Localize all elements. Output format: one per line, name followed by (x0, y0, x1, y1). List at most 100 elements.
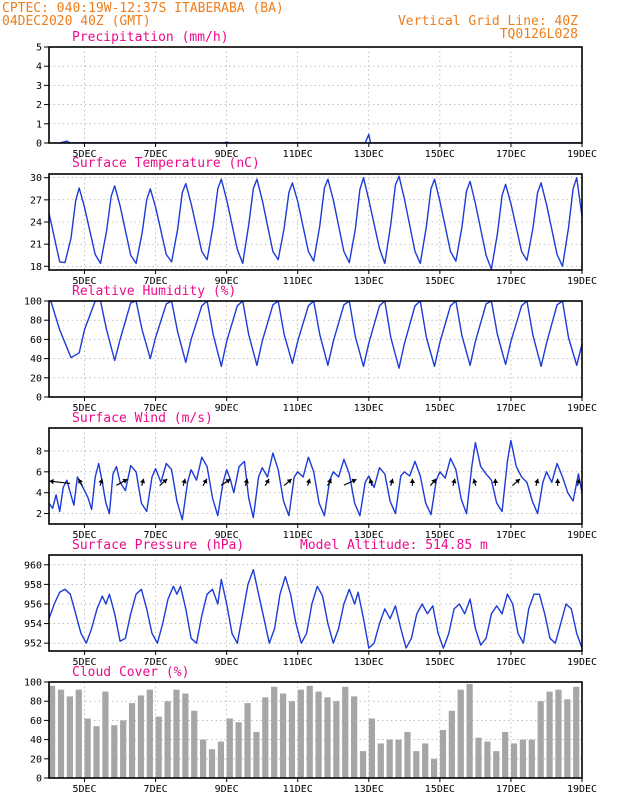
wind-arrow (116, 478, 128, 486)
x-tick-label: 19DEC (567, 149, 597, 160)
wind-arrow (512, 478, 521, 487)
wind-arrow (139, 478, 146, 486)
y-tick-label: 20 (30, 373, 42, 384)
x-tick-label: 13DEC (354, 530, 384, 541)
cloud-cover-bar (430, 758, 438, 778)
cloud-cover-bar (351, 696, 358, 778)
cloud-cover-bar (537, 701, 544, 778)
cloud-cover-bar (502, 731, 509, 778)
x-tick-label: 5DEC (72, 276, 96, 287)
x-tick-label: 17DEC (496, 657, 526, 668)
series-line-pressure (49, 569, 582, 649)
cloud-cover-bar (155, 716, 162, 778)
y-tick-label: 8 (36, 446, 42, 457)
wind-arrow (534, 478, 540, 486)
cloud-cover-bar (555, 689, 562, 778)
series-line-humidity (49, 301, 582, 369)
cloud-cover-bar (226, 718, 233, 778)
meteogram-panels: Precipitation (mm/h) 0 1 2 3 4 5 5DEC 7DEC 9DEC 11… (24, 30, 597, 795)
x-tick-label: 19DEC (567, 403, 597, 414)
header-station: CPTEC: 040:19W-12:37S ITABERABA (BA) (2, 1, 284, 16)
cloud-cover-bar (466, 683, 473, 778)
cloud-cover-bar (475, 737, 482, 778)
x-tick-label: 7DEC (144, 530, 168, 541)
y-tick-label: 6 (36, 467, 42, 478)
cloud-cover-bar (413, 751, 420, 778)
series-line-precipitation (59, 133, 582, 143)
x-tick-label: 19DEC (567, 657, 597, 668)
y-tick-label: 956 (24, 599, 42, 610)
cloud-cover-bar (510, 743, 518, 778)
cloud-cover-bar (439, 730, 447, 778)
y-tick-label: 40 (30, 354, 42, 365)
y-tick-label: 960 (24, 560, 42, 571)
cloud-cover-bar (102, 691, 109, 778)
y-tick-label: 1 (36, 119, 42, 130)
cloud-cover-bar (200, 739, 207, 778)
plot-area (49, 569, 582, 649)
wind-arrow-head (49, 478, 54, 485)
panel-pressure: Surface Pressure (hPa) Model Altitude: 51… (24, 538, 597, 668)
x-tick-label: 19DEC (567, 530, 597, 541)
wind-arrow-head (162, 478, 168, 484)
wind-arrow (409, 478, 416, 486)
wind-arrow-head (492, 478, 499, 483)
y-tick-label: 20 (30, 754, 42, 765)
cloud-cover-bar (297, 689, 304, 778)
y-tick-label: 3 (36, 81, 42, 92)
x-tick-label: 11DEC (283, 276, 313, 287)
cloud-cover-bar (84, 718, 91, 778)
panel-title: Surface Pressure (hPa) (72, 538, 244, 553)
x-tick-label: 9DEC (215, 784, 239, 795)
cloud-cover-bar (49, 685, 56, 778)
wind-arrow-head (534, 478, 540, 484)
cloud-cover-bar (324, 697, 331, 778)
wind-arrow (429, 478, 437, 487)
cloud-cover-bar (519, 739, 527, 778)
y-tick-label: 27 (30, 195, 42, 206)
wind-arrow-head (98, 478, 104, 484)
cloud-cover-bar (448, 710, 455, 778)
cloud-cover-bar (546, 691, 553, 778)
wind-arrow-head (472, 478, 478, 484)
wind-arrow (326, 478, 332, 486)
y-tick-label: 100 (24, 678, 42, 689)
wind-arrow-head (326, 478, 332, 484)
plot-area (59, 133, 582, 143)
cloud-cover-bar (422, 743, 429, 778)
wind-arrow (98, 478, 104, 486)
panel-precipitation: Precipitation (mm/h) 0 1 2 3 4 5 5DEC 7DEC 9DEC 11… (36, 30, 597, 160)
cloud-cover-bar (244, 703, 251, 778)
wind-arrow (77, 478, 83, 486)
panel-frame (48, 427, 583, 525)
x-tick-label: 17DEC (496, 276, 526, 287)
cloud-cover-bar (164, 701, 171, 778)
x-tick-label: 13DEC (354, 784, 384, 795)
y-tick-label: 5 (36, 43, 42, 54)
panel-temperature: Surface Temperature (nC) 18 21 24 27 30 5DEC 7D… (30, 156, 597, 287)
x-tick-label: 11DEC (283, 403, 313, 414)
cloud-cover-bar (288, 701, 296, 778)
cloud-cover-bar (262, 697, 269, 778)
wind-arrow-head (243, 478, 249, 484)
cloud-cover-bar (57, 689, 65, 778)
x-tick-label: 7DEC (144, 276, 168, 287)
y-tick-label: 60 (30, 335, 42, 346)
x-tick-label: 9DEC (215, 403, 239, 414)
x-tick-label: 9DEC (215, 276, 239, 287)
wind-arrow (220, 478, 231, 486)
x-tick-label: 15DEC (425, 657, 455, 668)
x-tick-label: 9DEC (215, 530, 239, 541)
x-tick-label: 15DEC (425, 784, 455, 795)
plot-area (49, 683, 580, 778)
header-run-time: 04DEC2020 40Z (GMT) (2, 14, 151, 29)
wind-arrow (305, 478, 312, 486)
x-tick-label: 13DEC (354, 403, 384, 414)
y-tick-label: 30 (30, 173, 42, 184)
wind-arrow-head (264, 478, 270, 484)
wind-arrow-head (225, 479, 231, 484)
cloud-cover-bar (137, 695, 145, 778)
series-line-temperature (49, 175, 582, 270)
cloud-cover-bar (493, 751, 500, 778)
wind-arrow-head (431, 478, 437, 484)
